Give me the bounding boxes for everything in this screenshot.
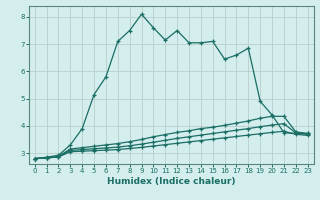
X-axis label: Humidex (Indice chaleur): Humidex (Indice chaleur)	[107, 177, 236, 186]
